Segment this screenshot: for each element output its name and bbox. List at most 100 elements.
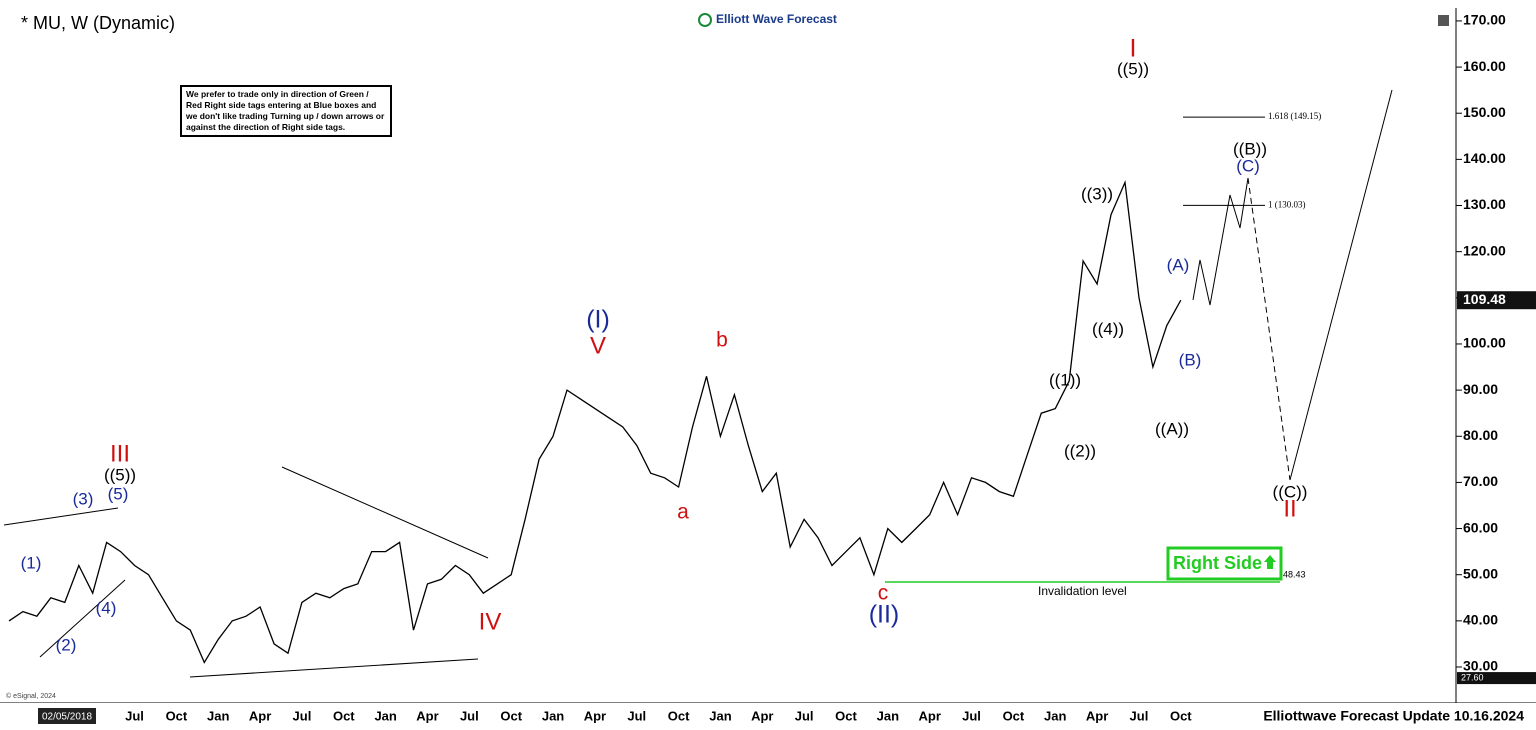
x-tick-label: Jul <box>627 708 646 723</box>
wave-label: a <box>677 501 689 524</box>
cursor-date-box <box>38 708 96 724</box>
invalidation-text: Invalidation level <box>1038 584 1127 598</box>
wave-label: ((5)) <box>1117 59 1149 78</box>
y-tick-label: 150.00 <box>1463 104 1506 120</box>
y-tick-label: 60.00 <box>1463 519 1498 535</box>
last-price-box <box>1457 291 1536 310</box>
wave-label: I <box>1130 35 1137 63</box>
invalidation-price: 48.43 <box>1283 569 1306 579</box>
cursor-date: 02/05/2018 <box>42 712 92 723</box>
x-tick-label: Apr <box>249 708 271 723</box>
x-tick-label: Jan <box>542 708 564 723</box>
trendline <box>189 658 479 678</box>
projection <box>1289 89 1393 481</box>
wave-label: IV <box>479 608 502 635</box>
x-tick-label: Apr <box>416 708 438 723</box>
wave-label: b <box>716 329 728 352</box>
wave-label: (1) <box>21 553 42 572</box>
wave-label: III <box>110 440 130 467</box>
wave-label: ((C)) <box>1273 482 1308 501</box>
up-arrow <box>1264 555 1276 569</box>
x-tick-label: Jul <box>125 708 144 723</box>
time-axis-panel <box>0 703 1536 730</box>
projection-dashed <box>1247 177 1291 481</box>
right-side-box <box>1166 546 1283 581</box>
x-tick-label: Apr <box>919 708 941 723</box>
trendline <box>281 466 489 559</box>
x-tick-label: Oct <box>1170 708 1192 723</box>
trendline <box>39 579 126 658</box>
wave-label: ((2)) <box>1064 441 1096 460</box>
note: We prefer to trade only in direction of … <box>180 85 392 137</box>
y-tick-label: 40.00 <box>1463 612 1498 628</box>
wave-label: ((B)) <box>1233 139 1267 158</box>
trendline <box>3 507 119 526</box>
x-tick-label: Apr <box>584 708 606 723</box>
wave-label: (5) <box>108 484 129 503</box>
x-tick-label: Oct <box>333 708 355 723</box>
y-tick-label: 70.00 <box>1463 473 1498 489</box>
wave-label: V <box>590 332 606 359</box>
wave-label: ((A)) <box>1155 419 1189 438</box>
x-tick-label: Jul <box>795 708 814 723</box>
x-tick-label: Jul <box>293 708 312 723</box>
wave-label: (3) <box>73 489 94 508</box>
price-line <box>8 179 1182 664</box>
x-tick-label: Jan <box>374 708 396 723</box>
wave-label: ((5)) <box>104 465 136 484</box>
x-tick-label: Jan <box>1044 708 1066 723</box>
x-tick-label: Jul <box>1130 708 1149 723</box>
wave-label: ((3)) <box>1081 184 1113 203</box>
wave-label: c <box>878 582 889 605</box>
x-tick-label: Oct <box>500 708 522 723</box>
wave-label: (I) <box>586 306 610 334</box>
x-tick-label: Jul <box>962 708 981 723</box>
x-tick-label: Jan <box>709 708 731 723</box>
logo-icon <box>698 13 712 27</box>
wave-label: (C) <box>1236 156 1260 175</box>
trendlines <box>3 89 1393 678</box>
fib-label: 1.618 (149.15) <box>1268 111 1321 121</box>
low-marker-box <box>1457 672 1536 685</box>
x-tick-label: Oct <box>668 708 690 723</box>
wave-label: ((4)) <box>1092 319 1124 338</box>
wave-label: (II) <box>869 601 900 629</box>
wave-label: (B) <box>1179 350 1202 369</box>
copyright: © eSignal, 2024 <box>6 692 56 700</box>
icon <box>1438 15 1449 26</box>
low-marker: 27.60 <box>1461 672 1484 682</box>
y-tick-label: 160.00 <box>1463 58 1506 74</box>
projection <box>1192 177 1249 306</box>
y-tick-label: 170.00 <box>1463 12 1506 28</box>
x-tick-label: Oct <box>166 708 188 723</box>
fib-label: 1 (130.03) <box>1268 199 1306 209</box>
y-tick-label: 120.00 <box>1463 242 1506 258</box>
wave-label: (4) <box>96 598 117 617</box>
price-axis-panel <box>1456 0 1536 730</box>
x-tick-label: Apr <box>751 708 773 723</box>
brand: Elliott Wave Forecast <box>716 12 837 26</box>
chart-title: * MU, W (Dynamic) <box>21 13 175 33</box>
x-tick-label: Jan <box>877 708 899 723</box>
y-tick-label: 130.00 <box>1463 196 1506 212</box>
x-tick-label: Apr <box>1086 708 1108 723</box>
x-tick-label: Oct <box>1003 708 1025 723</box>
wave-label: II <box>1283 495 1296 522</box>
right-side: Right Side <box>1173 553 1262 573</box>
x-tick-label: Jul <box>460 708 479 723</box>
wave-label: ((1)) <box>1049 370 1081 389</box>
footer: Elliottwave Forecast Update 10.16.2024 <box>1263 708 1524 724</box>
x-tick-label: Jan <box>207 708 229 723</box>
last-price: 109.48 <box>1463 291 1506 307</box>
wave-label: (A) <box>1167 255 1190 274</box>
y-tick-label: 50.00 <box>1463 565 1498 581</box>
wave-label: (2) <box>56 635 77 654</box>
y-tick-label: 30.00 <box>1463 658 1498 674</box>
x-tick-label: Oct <box>835 708 857 723</box>
y-tick-label: 100.00 <box>1463 335 1506 351</box>
y-tick-label: 90.00 <box>1463 381 1498 397</box>
y-tick-label: 80.00 <box>1463 427 1498 443</box>
y-tick-label: 140.00 <box>1463 150 1506 166</box>
